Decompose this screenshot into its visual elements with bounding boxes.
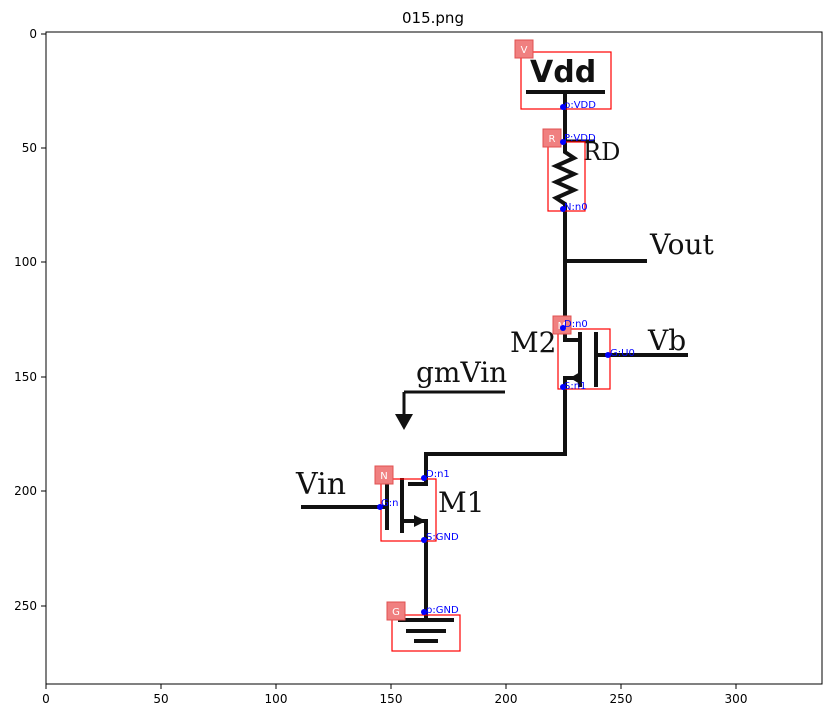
circuit: Vdd RD Vout M2 Vb gmVin Vin (295, 55, 715, 643)
pins: p:VDD P:VDD N:n0 D:n0 G:U0 S:n1 D:n1 G:n… (377, 100, 635, 616)
pin-m1-s-label: S:GND (426, 532, 459, 543)
x-tick-label: 0 (42, 692, 50, 706)
y-tick-label: 100 (14, 255, 37, 269)
tag-g (386, 601, 406, 621)
pin-m1-g-label: G:n (381, 498, 398, 509)
pin-r-p-label: P:VDD (564, 133, 596, 144)
tag-g-label: G (392, 607, 400, 618)
pin-m2-g (605, 352, 611, 358)
vin-label: Vin (295, 467, 346, 502)
m2-label: M2 (510, 326, 556, 359)
x-tick-label: 150 (380, 692, 403, 706)
rd-label: RD (583, 138, 620, 166)
y-tick-label: 50 (22, 141, 37, 155)
x-tick-label: 100 (265, 692, 288, 706)
x-tick-label: 200 (495, 692, 518, 706)
m1-label: M1 (438, 486, 484, 519)
x-tick-label: 300 (725, 692, 748, 706)
x-tick-label: 50 (153, 692, 168, 706)
x-tick-label: 250 (610, 692, 633, 706)
tag-n (374, 465, 394, 485)
bbox-m1 (380, 478, 437, 542)
y-tick-label: 200 (14, 484, 37, 498)
tag-n-label: N (380, 471, 387, 482)
tag-v (514, 39, 534, 59)
pin-m1-g (377, 504, 383, 510)
bbox-m2 (557, 328, 611, 390)
pin-m1-s (421, 537, 427, 543)
y-tick-label: 0 (29, 27, 37, 41)
pin-m2-s-label: S:n1 (564, 381, 586, 392)
pin-r-n-label: N:n0 (564, 202, 588, 213)
pin-vdd-p-label: p:VDD (564, 100, 596, 111)
y-tick-label: 250 (14, 599, 37, 613)
pin-m1-d (421, 475, 427, 481)
n1-wire (424, 376, 567, 486)
vb-label: Vb (647, 324, 686, 357)
pin-gnd-p-label: p:GND (426, 605, 459, 616)
y-axis: 0 50 100 150 200 250 (14, 27, 46, 613)
pin-m2-d-label: D:n0 (564, 319, 588, 330)
pin-vdd-p (560, 104, 566, 110)
tag-r-label: R (549, 134, 556, 145)
m2-arrow (570, 372, 580, 384)
pin-r-p (560, 139, 566, 145)
bbox-vdd (520, 51, 612, 110)
x-axis: 0 50 100 150 200 250 300 (42, 684, 747, 706)
tag-v-label: V (521, 45, 528, 56)
bbox-gnd (391, 614, 461, 652)
pin-m2-d (560, 325, 566, 331)
vout-label: Vout (649, 228, 715, 261)
pin-r-n (560, 206, 566, 212)
bbox-resistor (547, 141, 586, 212)
tag-r (542, 128, 562, 148)
tag-m2 (552, 315, 572, 335)
gmvin-label: gmVin (416, 356, 507, 389)
y-tick-label: 150 (14, 370, 37, 384)
pin-m1-d-label: D:n1 (426, 469, 450, 480)
m1-arrow (414, 515, 426, 527)
gmvin-arrow-head (395, 414, 413, 430)
pin-m2-g-label: G:U0 (610, 348, 635, 359)
figure-title: 015.png (402, 9, 464, 27)
vdd-label: Vdd (530, 55, 596, 90)
axes-frame (45, 31, 823, 685)
resistor-rd (551, 142, 579, 212)
pin-m2-s (560, 384, 566, 390)
pin-gnd-p (421, 609, 427, 615)
